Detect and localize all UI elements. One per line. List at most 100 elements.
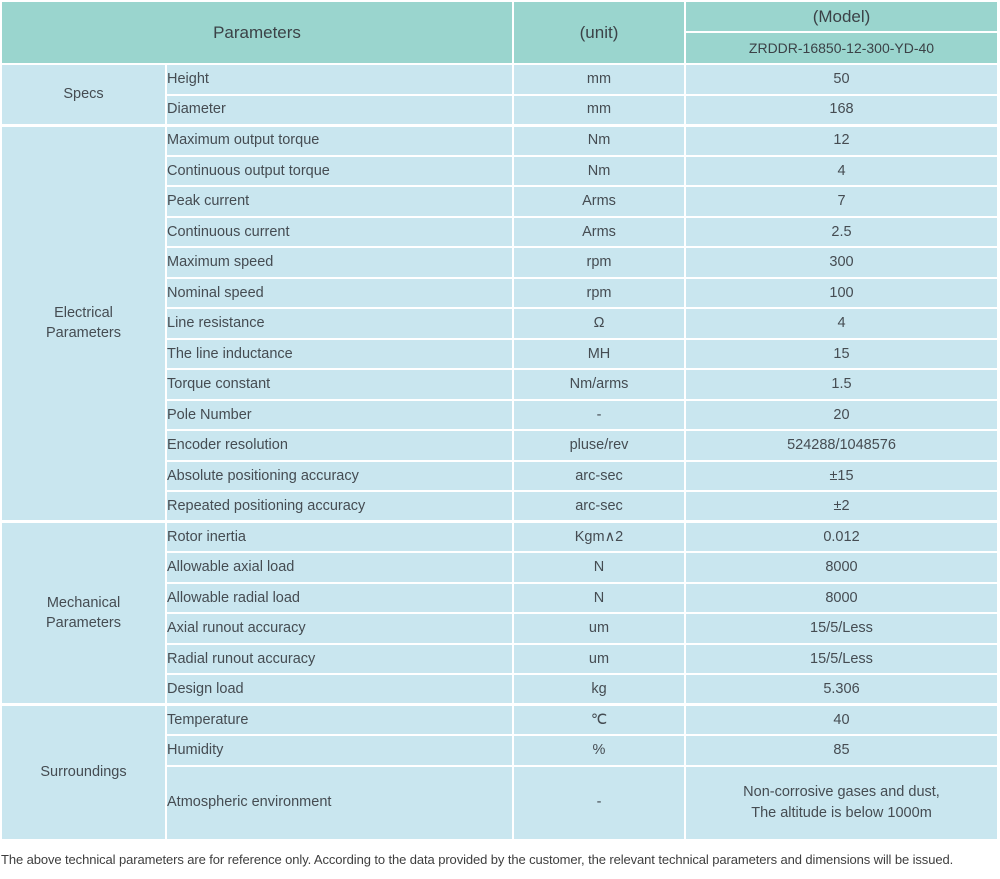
param-unit-cell: um	[512, 612, 686, 645]
unit-header: (unit)	[512, 0, 686, 65]
spec-table: Parameters (unit) (Model) ZRDDR-16850-12…	[0, 0, 999, 841]
param-value-cell: 7	[684, 185, 999, 218]
table-row: Absolute positioning accuracy arc-sec ±15	[1, 459, 999, 492]
param-name-cell: Radial runout accuracy	[165, 642, 514, 675]
param-name-cell: Pole Number	[165, 398, 514, 431]
param-unit-cell: ℃	[512, 703, 686, 736]
param-value-cell: 300	[684, 246, 999, 279]
table-row: Repeated positioning accuracy arc-sec ±2	[1, 490, 999, 523]
param-name-cell: Humidity	[165, 734, 514, 767]
table-row: Continuous current Arms 2.5	[1, 215, 999, 248]
param-name-cell: Design load	[165, 673, 514, 706]
param-unit-cell: Nm	[512, 154, 686, 187]
param-name-cell: Height	[165, 63, 514, 96]
param-unit-cell: N	[512, 581, 686, 614]
param-value-cell: 8000	[684, 551, 999, 584]
param-value-cell: 0.012	[684, 520, 999, 553]
param-name-cell: Atmospheric environment	[165, 764, 514, 841]
table-header: Parameters (unit) (Model) ZRDDR-16850-12…	[0, 0, 999, 65]
param-unit-cell: arc-sec	[512, 490, 686, 523]
table-row: Torque constant Nm/arms 1.5	[1, 368, 999, 401]
param-value-cell: 15	[684, 337, 999, 370]
param-unit-cell: Ω	[512, 307, 686, 340]
param-name-cell: Rotor inertia	[165, 520, 514, 553]
param-name-cell: Continuous output torque	[165, 154, 514, 187]
table-row: Pole Number -20	[1, 398, 999, 431]
table-row: Line resistance Ω 4	[1, 307, 999, 340]
param-value-cell: 12	[684, 123, 999, 157]
param-unit-cell: N	[512, 551, 686, 584]
param-unit-cell: mm	[512, 93, 686, 126]
param-name-cell: Peak current	[165, 185, 514, 218]
param-name-cell: Absolute positioning accuracy	[165, 459, 514, 492]
param-unit-cell: MH	[512, 337, 686, 370]
table-row: Maximum speed rpm 300	[1, 246, 999, 279]
param-name-cell: Continuous current	[165, 215, 514, 248]
model-number: ZRDDR-16850-12-300-YD-40	[684, 31, 999, 65]
param-unit-cell: Nm	[512, 123, 686, 157]
param-unit-cell: rpm	[512, 276, 686, 309]
group-cell-specs: Specs	[0, 63, 167, 126]
table-row: Encoder resolution pluse/rev 524288/104857…	[1, 429, 999, 462]
param-unit-cell: pluse/rev	[512, 429, 686, 462]
table-row: The line inductance MH 15	[1, 337, 999, 370]
table-row: Specs Height mm 50	[0, 63, 999, 126]
param-name-cell: Encoder resolution	[165, 429, 514, 462]
param-value-cell: 2.5	[684, 215, 999, 248]
param-unit-cell: Arms	[512, 215, 686, 248]
table-body: Specs Height mm 50 Diameter mm 168 Electrical P…	[0, 63, 999, 841]
param-unit-cell: Kgm∧2	[512, 520, 686, 553]
table-row: Axial runout accuracy um 15/5/Less	[1, 612, 999, 645]
param-value-cell: 20	[684, 398, 999, 431]
group-cell-mechanical-parameters: Mechanical Parameters	[0, 520, 167, 706]
param-unit-cell: Nm/arms	[512, 368, 686, 401]
param-value-cell: 8000	[684, 581, 999, 614]
param-unit-cell: arc-sec	[512, 459, 686, 492]
param-value-cell: 4	[684, 307, 999, 340]
table-row: Surroundings Temperature ℃ 40	[0, 703, 999, 841]
param-name-cell: Repeated positioning accuracy	[165, 490, 514, 523]
param-name-cell: Temperature	[165, 703, 514, 736]
param-unit-cell: Arms	[512, 185, 686, 218]
param-unit-cell: mm	[512, 63, 686, 96]
param-value-cell: 100	[684, 276, 999, 309]
param-name-cell: Allowable axial load	[165, 551, 514, 584]
group-cell-electrical-parameters: Electrical Parameters	[0, 123, 167, 523]
param-value-cell: 15/5/Less	[684, 642, 999, 675]
param-unit-cell: -	[512, 398, 686, 431]
param-unit-cell: kg	[512, 673, 686, 706]
param-value-cell: 5.306	[684, 673, 999, 706]
table-row: Diameter mm 168	[1, 93, 999, 126]
param-name-cell: Nominal speed	[165, 276, 514, 309]
table-row: Radial runout accuracy um 15/5/Less	[1, 642, 999, 675]
table-row: Continuous output torque Nm 4	[1, 154, 999, 187]
param-value-cell: Non-corrosive gases and dust, The altitu…	[684, 764, 999, 841]
param-value-cell: 50	[684, 63, 999, 96]
table-row: Electrical Parameters Maximum output torq…	[0, 123, 999, 523]
table-row: Allowable axial load N 8000	[1, 551, 999, 584]
param-unit-cell: -	[512, 764, 686, 841]
param-value-cell: ±2	[684, 490, 999, 523]
param-value-cell: 524288/1048576	[684, 429, 999, 462]
param-name-cell: The line inductance	[165, 337, 514, 370]
table-row: Humidity% 85	[1, 734, 999, 767]
table-row: Design load kg 5.306	[1, 673, 999, 706]
param-value-cell: 85	[684, 734, 999, 767]
param-name-cell: Maximum output torque	[165, 123, 514, 157]
param-unit-cell: um	[512, 642, 686, 675]
param-value-cell: 4	[684, 154, 999, 187]
parameters-header: Parameters	[0, 0, 514, 65]
param-value-cell: 15/5/Less	[684, 612, 999, 645]
table-row: Atmospheric environment - Non-corrosive ga…	[1, 764, 999, 841]
group-cell-surroundings: Surroundings	[0, 703, 167, 841]
param-name-cell: Torque constant	[165, 368, 514, 401]
param-name-cell: Axial runout accuracy	[165, 612, 514, 645]
param-value-cell: 168	[684, 93, 999, 126]
param-name-cell: Diameter	[165, 93, 514, 126]
param-value-cell: ±15	[684, 459, 999, 492]
param-name-cell: Maximum speed	[165, 246, 514, 279]
param-unit-cell: %	[512, 734, 686, 767]
table-row: Peak current Arms 7	[1, 185, 999, 218]
header-row: Parameters (unit) (Model)	[0, 0, 999, 65]
